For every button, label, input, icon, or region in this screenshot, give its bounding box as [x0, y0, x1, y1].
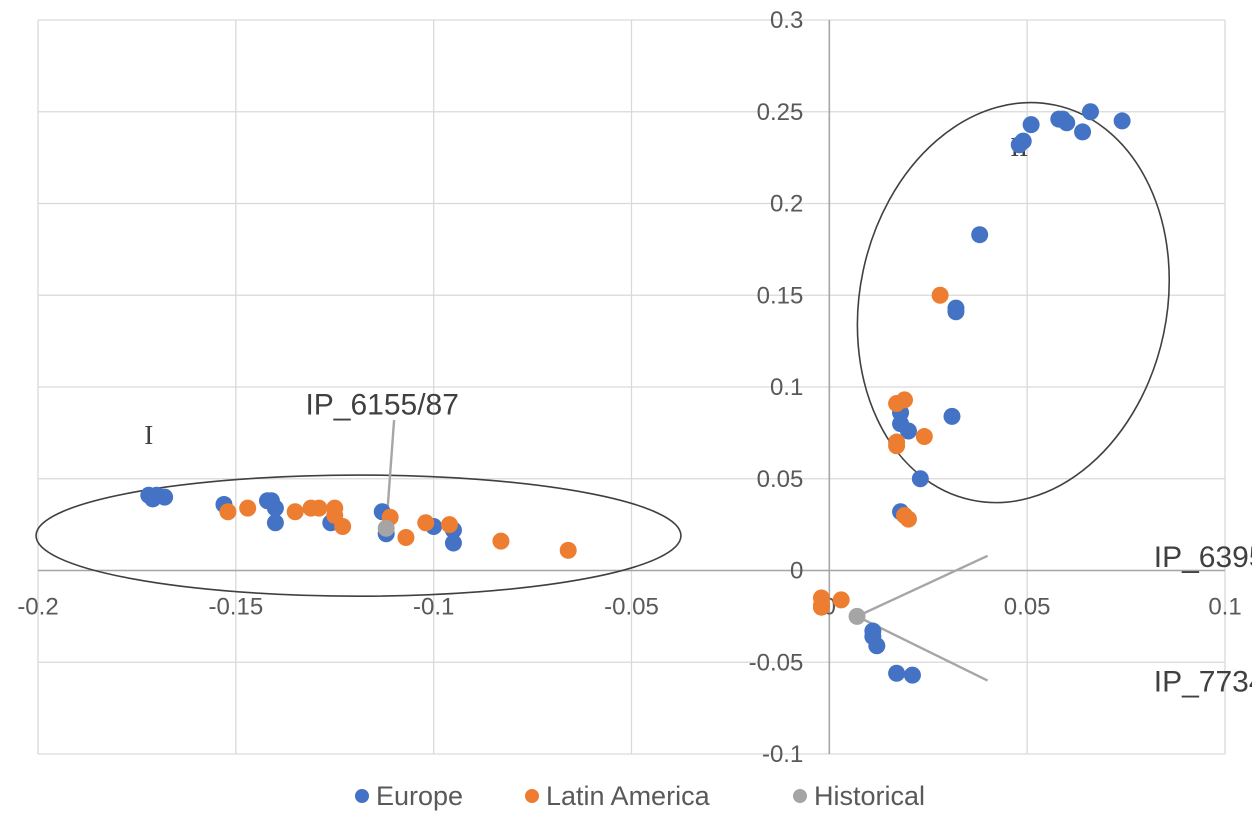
- y-tick-labels: 0.3 0.25 0.2 0.15 0.1 0.05 0 -0.05 -0.1: [749, 7, 804, 768]
- annotation-leader: [856, 554, 989, 618]
- cluster-ellipse: [856, 101, 1171, 504]
- latin-america-point: [899, 510, 917, 528]
- europe-legend-label: Europe: [376, 781, 463, 811]
- europe-point: [868, 637, 886, 655]
- latin-america-point: [397, 528, 415, 546]
- historical-point: [848, 607, 866, 625]
- y-tick-label: -0.05: [749, 649, 804, 676]
- x-tick-label: -0.15: [208, 594, 263, 621]
- annotation-label: IP_7734/92: [1154, 666, 1252, 699]
- latin-america-point: [219, 503, 237, 521]
- y-tick-label: 0.2: [770, 191, 803, 218]
- legend: Europe Latin America Historical: [355, 781, 925, 811]
- europe-point: [1074, 123, 1092, 141]
- latin-america-point: [334, 517, 352, 535]
- x-tick-label: -0.2: [17, 594, 58, 621]
- y-tick-label: 0: [790, 558, 803, 585]
- europe-point: [1058, 114, 1076, 132]
- x-tick-labels: -0.2-0.15-0.1-0.0500.050.1: [17, 594, 1241, 621]
- europe-point: [1022, 116, 1040, 134]
- annotation-leaders: [384, 419, 989, 682]
- latin-america-point: [440, 516, 458, 534]
- europe-point: [971, 226, 989, 244]
- europe-point: [911, 470, 929, 488]
- y-tick-label: 0.05: [757, 466, 804, 493]
- europe-point: [266, 514, 284, 532]
- europe-point: [156, 488, 174, 506]
- latin-america-point: [888, 437, 906, 455]
- data-points: [140, 103, 1131, 684]
- europe-point: [888, 664, 906, 682]
- annotation-label: IP_6395/88: [1154, 541, 1252, 574]
- x-tick-label: -0.05: [604, 594, 659, 621]
- latin-america-point: [931, 286, 949, 304]
- y-tick-label: 0.15: [757, 282, 804, 309]
- historical-legend-label: Historical: [814, 781, 925, 811]
- latin-america-point: [559, 541, 577, 559]
- latin-america-point: [832, 591, 850, 609]
- y-tick-label: 0.1: [770, 374, 803, 401]
- latin-america-point: [310, 499, 328, 517]
- x-tick-label: 0.05: [1004, 594, 1051, 621]
- historical-point: [377, 519, 395, 537]
- cluster-ellipses: III: [35, 101, 1171, 597]
- latin-america-legend-marker: [525, 789, 539, 803]
- latin-america-point: [417, 514, 435, 532]
- latin-america-point: [492, 532, 510, 550]
- latin-america-point: [239, 499, 257, 517]
- europe-point: [899, 422, 917, 440]
- latin-america-point: [896, 391, 914, 409]
- europe-point: [943, 407, 961, 425]
- europe-point: [1113, 112, 1131, 130]
- europe-point: [266, 499, 284, 517]
- x-tick-label: -0.1: [413, 594, 454, 621]
- latin-america-point: [286, 503, 304, 521]
- europe-legend-marker: [355, 789, 369, 803]
- cluster-label: I: [144, 420, 153, 450]
- y-tick-label: -0.1: [762, 741, 803, 768]
- latin-america-point: [812, 598, 830, 616]
- latin-america-point: [915, 428, 933, 446]
- historical-legend-marker: [793, 789, 807, 803]
- y-tick-label: 0.3: [770, 7, 803, 34]
- y-tick-label: 0.25: [757, 99, 804, 126]
- annotation-label: IP_6155/87: [305, 389, 458, 422]
- cluster-ellipse: [35, 474, 682, 597]
- x-tick-label: 0.1: [1208, 594, 1241, 621]
- europe-point: [903, 666, 921, 684]
- annotation-labels: IP_6155/87 IP_6395/88 IP_7734/92: [305, 389, 1252, 699]
- europe-point: [947, 299, 965, 317]
- europe-point: [1014, 132, 1032, 150]
- latin-america-legend-label: Latin America: [546, 781, 711, 811]
- axes: [38, 20, 1225, 754]
- europe-point: [1081, 103, 1099, 121]
- europe-point: [444, 534, 462, 552]
